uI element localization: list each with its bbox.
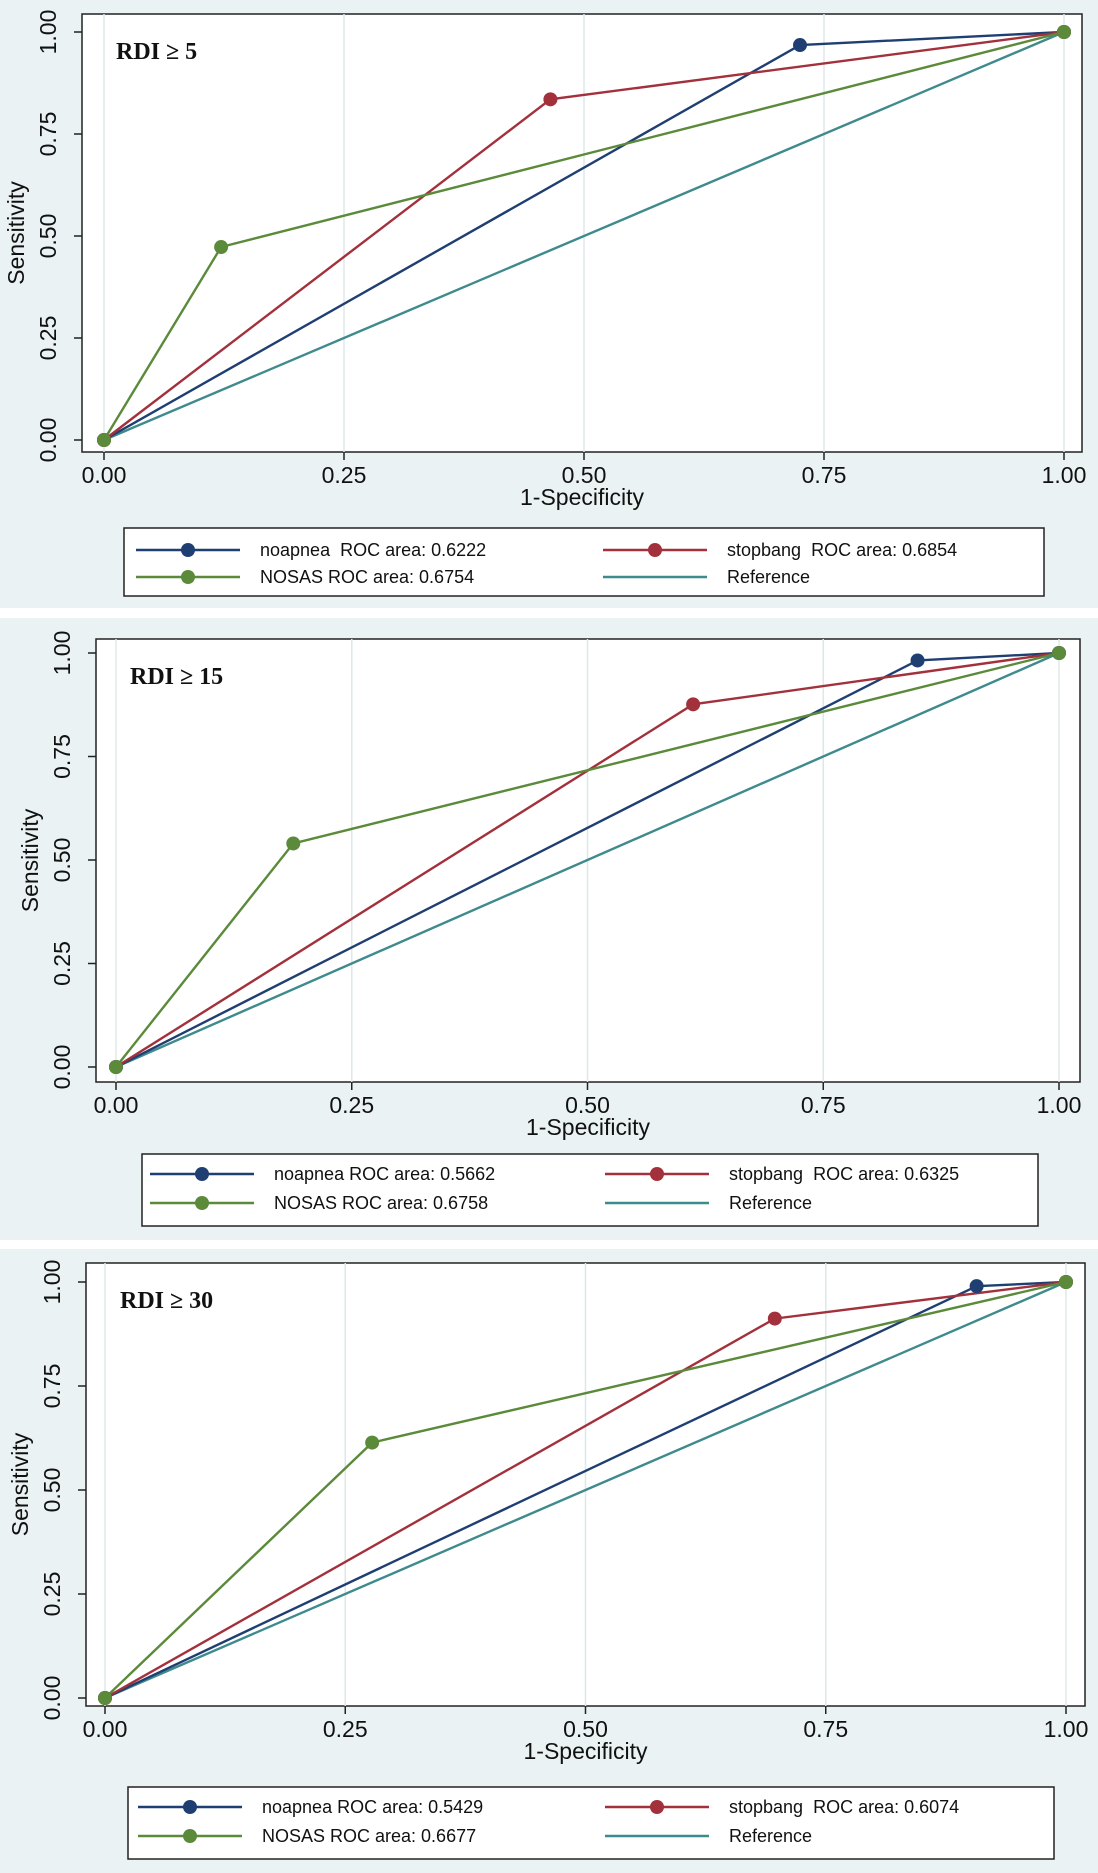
legend-reference-label: Reference	[727, 567, 810, 587]
y-tick-label: 0.25	[35, 316, 61, 361]
reference-roc-line	[104, 1280, 1067, 1700]
legend-nosas-label: NOSAS ROC area: 0.6758	[274, 1193, 488, 1213]
legend-stopbang-marker	[650, 1167, 664, 1181]
rdi-threshold-label: RDI ≥ 30	[120, 1288, 213, 1314]
y-axis-title: Sensitivity	[17, 808, 43, 912]
legend-box	[123, 527, 1045, 597]
stopbang-point	[543, 92, 558, 107]
nosas-point	[1052, 646, 1066, 660]
nosas-point	[98, 1691, 112, 1705]
y-tick-label: 0.00	[39, 1676, 65, 1721]
legend-box	[141, 1153, 1039, 1227]
legend-nosas-marker	[181, 570, 195, 584]
nosas-point	[365, 1435, 380, 1450]
y-tick-label: 0.00	[35, 418, 61, 463]
roc-panel-rdi-15: 0.00 0.00 0.25 0.25 0.50 0.50 0.75 0.75 1.00 1.00…	[0, 618, 1098, 1240]
legend-stopbang-label: stopbang ROC area: 0.6074	[729, 1797, 959, 1817]
rdi-threshold-label: RDI ≥ 15	[130, 664, 223, 690]
y-tick-label: 1.00	[39, 1260, 65, 1305]
x-axis-title: 1-Specificity	[524, 1738, 648, 1764]
y-tick-label: 0.50	[35, 214, 61, 259]
legend-stopbang-label: stopbang ROC area: 0.6854	[727, 540, 957, 560]
y-tick-label: 0.75	[49, 734, 75, 779]
y-axis-title: Sensitivity	[7, 1432, 33, 1536]
reference-roc-line	[103, 30, 1065, 442]
legend-noapnea-label: noapnea ROC area: 0.6222	[260, 540, 486, 560]
y-tick-label: 0.50	[39, 1468, 65, 1513]
x-axis-title: 1-Specificity	[520, 484, 644, 510]
legend-box	[127, 1786, 1055, 1860]
legend-stopbang-label: stopbang ROC area: 0.6325	[729, 1164, 959, 1184]
roc-panel-rdi-30: 0.00 0.00 0.25 0.25 0.50 0.50 0.75 0.75 1.00 1.00…	[0, 1249, 1098, 1873]
legend-stopbang-marker	[650, 1800, 664, 1814]
x-tick-label: 0.75	[802, 462, 847, 488]
legend-nosas-marker	[183, 1829, 197, 1843]
roc-panel-rdi-5: 0.00 0.00 0.25 0.25 0.50 0.50 0.75 0.75 1.00 1.00…	[0, 0, 1098, 608]
y-tick-label: 0.25	[39, 1572, 65, 1617]
x-tick-label: 0.00	[94, 1092, 139, 1118]
roc-chart-rdi-15: 0.00 0.00 0.25 0.25 0.50 0.50 0.75 0.75 1.00 1.00…	[17, 631, 1082, 1227]
roc-chart-rdi-30: 0.00 0.00 0.25 0.25 0.50 0.50 0.75 0.75 1.00 1.00…	[7, 1260, 1089, 1860]
x-tick-label: 0.25	[323, 1716, 368, 1742]
y-tick-label: 1.00	[49, 631, 75, 676]
legend-nosas-label: NOSAS ROC area: 0.6677	[262, 1826, 476, 1846]
legend-noapnea-label: noapnea ROC area: 0.5429	[262, 1797, 483, 1817]
legend-reference-label: Reference	[729, 1826, 812, 1846]
legend-noapnea-marker	[181, 543, 195, 557]
stopbang-point	[686, 697, 701, 712]
legend-noapnea-label: noapnea ROC area: 0.5662	[274, 1164, 495, 1184]
legend-reference-label: Reference	[729, 1193, 812, 1213]
y-axis-title: Sensitivity	[3, 181, 29, 285]
x-axis-title: 1-Specificity	[526, 1114, 650, 1140]
x-tick-label: 1.00	[1042, 462, 1087, 488]
x-tick-label: 0.50	[563, 1716, 608, 1742]
reference-roc-line	[115, 651, 1060, 1069]
x-tick-label: 0.00	[82, 462, 127, 488]
noapnea-point	[969, 1279, 984, 1294]
y-tick-label: 0.75	[39, 1364, 65, 1409]
legend-nosas-marker	[195, 1196, 209, 1210]
nosas-point	[1059, 1275, 1073, 1289]
legend-nosas-label: NOSAS ROC area: 0.6754	[260, 567, 474, 587]
rdi-threshold-label: RDI ≥ 5	[116, 39, 197, 65]
nosas-point	[109, 1060, 123, 1074]
y-tick-label: 1.00	[35, 10, 61, 55]
stopbang-point	[767, 1311, 782, 1326]
legend-noapnea-marker	[195, 1167, 209, 1181]
y-tick-label: 0.50	[49, 838, 75, 883]
noapnea-point	[793, 38, 807, 53]
y-tick-label: 0.25	[49, 941, 75, 986]
legend-stopbang-marker	[648, 543, 662, 557]
nosas-point	[214, 240, 229, 255]
x-tick-label: 0.75	[803, 1716, 848, 1742]
nosas-point	[1057, 25, 1071, 39]
x-tick-label: 1.00	[1044, 1716, 1089, 1742]
x-tick-label: 0.25	[329, 1092, 374, 1118]
nosas-point	[97, 433, 111, 447]
x-tick-label: 0.50	[562, 462, 607, 488]
nosas-point	[286, 836, 301, 851]
x-tick-label: 0.50	[565, 1092, 610, 1118]
legend-noapnea-marker	[183, 1800, 197, 1814]
noapnea-point	[910, 653, 925, 668]
y-tick-label: 0.75	[35, 112, 61, 157]
x-tick-label: 1.00	[1037, 1092, 1082, 1118]
x-tick-label: 0.25	[322, 462, 367, 488]
x-tick-label: 0.00	[83, 1716, 128, 1742]
x-tick-label: 0.75	[801, 1092, 846, 1118]
roc-chart-rdi-5: 0.00 0.00 0.25 0.25 0.50 0.50 0.75 0.75 1.00 1.00…	[3, 10, 1087, 597]
y-tick-label: 0.00	[49, 1045, 75, 1090]
